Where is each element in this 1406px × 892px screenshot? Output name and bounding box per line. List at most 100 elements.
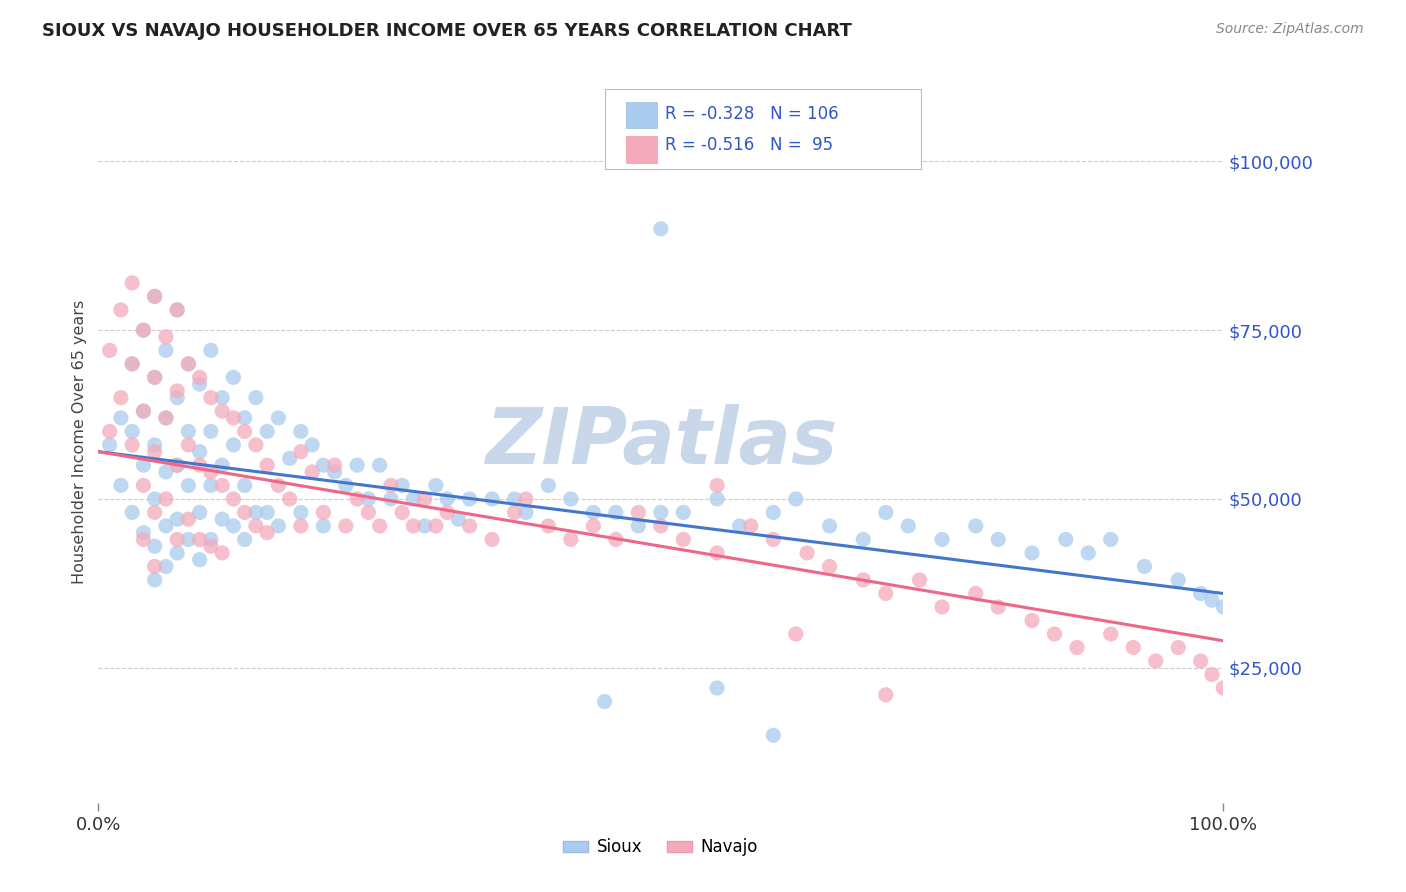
Point [908,573,931,587]
Point [200,478,222,492]
Point [852,533,875,547]
Point [155,343,177,358]
Point [278,451,301,466]
Point [245,391,267,405]
Point [211,478,233,492]
Point [233,533,256,547]
Point [672,505,695,519]
Point [785,627,807,641]
Text: SIOUX VS NAVAJO HOUSEHOLDER INCOME OVER 65 YEARS CORRELATION CHART: SIOUX VS NAVAJO HOUSEHOLDER INCOME OVER … [42,22,852,40]
Point [1043,627,1066,641]
Point [200,533,222,547]
Point [143,505,166,519]
Point [402,519,425,533]
Text: R = -0.328   N = 106: R = -0.328 N = 106 [665,104,838,122]
Point [166,384,188,398]
Point [931,533,953,547]
Point [98,438,121,452]
Point [188,552,211,566]
Point [143,370,166,384]
Point [560,491,582,506]
Point [155,559,177,574]
Point [200,391,222,405]
Point [155,465,177,479]
Point [402,491,425,506]
Point [132,404,155,418]
Point [143,539,166,553]
Point [188,533,211,547]
Point [211,512,233,526]
Point [1021,546,1043,560]
Point [166,512,188,526]
Point [762,728,785,742]
Point [211,404,233,418]
Point [323,465,346,479]
Point [312,505,335,519]
Point [200,465,222,479]
Point [233,411,256,425]
Point [1212,599,1234,614]
Point [222,370,245,384]
Point [818,559,841,574]
Point [537,519,560,533]
Point [818,519,841,533]
Point [1066,640,1088,655]
Point [132,525,155,540]
Point [143,289,166,303]
Point [121,357,143,371]
Point [728,519,751,533]
Point [110,478,132,492]
Point [132,323,155,337]
Point [368,458,391,472]
Point [143,573,166,587]
Point [391,478,413,492]
Point [132,533,155,547]
Point [515,505,537,519]
Point [222,491,245,506]
Point [458,519,481,533]
Point [357,505,380,519]
Point [301,465,323,479]
Point [1099,533,1122,547]
Point [323,458,346,472]
Point [425,478,447,492]
Point [1201,593,1223,607]
Point [222,519,245,533]
Point [267,478,290,492]
Point [132,458,155,472]
Point [650,505,672,519]
Point [357,491,380,506]
Point [177,357,200,371]
Point [605,505,627,519]
Point [368,519,391,533]
Point [1099,627,1122,641]
Point [1144,654,1167,668]
Point [278,491,301,506]
Point [166,302,188,317]
Point [256,458,278,472]
Point [391,505,413,519]
Point [132,404,155,418]
Point [650,519,672,533]
Point [290,425,312,439]
Point [143,444,166,458]
Point [346,458,368,472]
Point [245,438,267,452]
Point [1054,533,1077,547]
Point [267,411,290,425]
Point [200,343,222,358]
Point [650,222,672,236]
Point [177,357,200,371]
Point [188,370,211,384]
Point [1133,559,1156,574]
Point [987,533,1010,547]
Point [762,533,785,547]
Point [211,458,233,472]
Point [672,533,695,547]
Point [1189,586,1212,600]
Point [1167,640,1189,655]
Point [155,491,177,506]
Point [166,533,188,547]
Point [177,425,200,439]
Point [965,586,987,600]
